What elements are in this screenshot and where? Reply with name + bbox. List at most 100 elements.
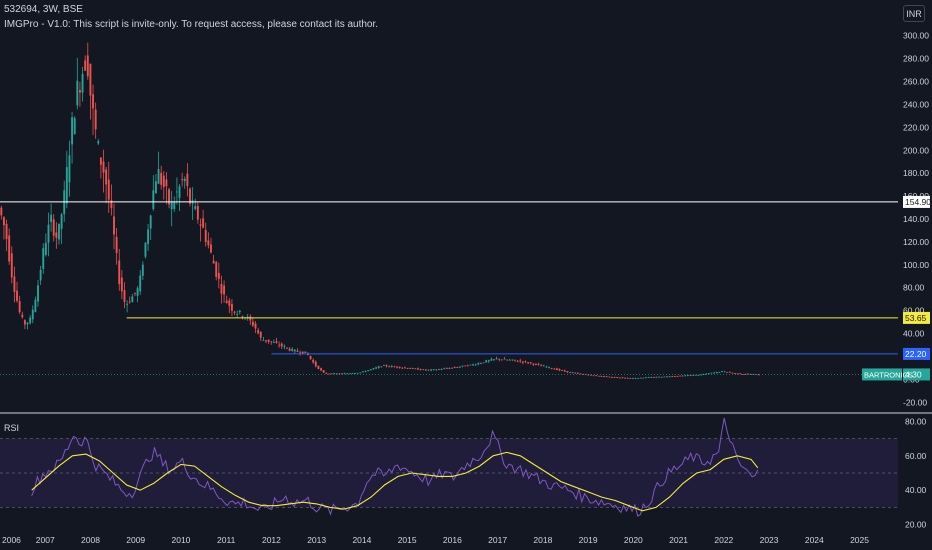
candle-body (553, 368, 556, 370)
candle-body (574, 372, 577, 374)
candle-body (5, 223, 8, 240)
candle-body (681, 375, 684, 377)
candle-body (443, 368, 446, 370)
candle-body (582, 374, 585, 375)
candle-body (493, 358, 495, 360)
candle-body (663, 376, 666, 378)
candle-body (529, 362, 532, 364)
candle-body (545, 366, 548, 368)
candle-body (47, 224, 50, 243)
candle-body (84, 60, 87, 71)
price-tick-label: 260.00 (903, 77, 929, 87)
candle-body (621, 377, 624, 379)
rsi-indicator-label[interactable]: RSI (4, 423, 20, 433)
time-tick-label: 2021 (669, 535, 688, 545)
candle-body (715, 371, 718, 373)
candle-body (351, 373, 354, 375)
candle-body (314, 361, 317, 367)
candle-body (105, 169, 108, 185)
candle-body (642, 377, 645, 379)
candle-body (194, 206, 197, 209)
indicator-notice: IMGPro - V1.0: This script is invite-onl… (4, 19, 379, 30)
candle-body (521, 361, 524, 363)
candle-body (569, 372, 571, 373)
candle-body (417, 368, 419, 370)
candle-body (671, 376, 674, 378)
candle-body (325, 372, 328, 374)
price-tick-label: 300.00 (903, 31, 929, 41)
price-horizontal-lines (0, 201, 898, 375)
candle-body (375, 367, 378, 369)
candle-body (144, 242, 147, 257)
candle-body (487, 360, 490, 362)
candle-body (739, 373, 742, 375)
candle-body (514, 359, 516, 361)
candle-body (555, 368, 558, 370)
candle-body (396, 366, 398, 368)
candle-body (76, 80, 79, 106)
candle-body (579, 373, 582, 375)
rsi-line (31, 417, 759, 517)
candle-body (272, 342, 275, 344)
rsi-band (0, 438, 898, 508)
candle-body (335, 373, 338, 375)
candle-body (427, 369, 430, 371)
candle-body (684, 375, 687, 377)
currency-button[interactable]: INR (903, 5, 925, 22)
candle-body (152, 190, 155, 210)
candle-body (537, 363, 540, 365)
line-154-90-tag (903, 195, 930, 208)
candle-body (411, 368, 414, 369)
time-tick-label: 2008 (81, 535, 100, 545)
candle-body (238, 310, 241, 313)
candle-body (228, 300, 231, 306)
candle-body (257, 330, 260, 334)
candle-body (458, 366, 461, 368)
candle-body (356, 372, 359, 374)
price-tick-label: 60.00 (903, 306, 925, 316)
time-tick-label: 2006 (2, 535, 21, 545)
candle-body (183, 178, 186, 182)
candle-body (207, 240, 210, 246)
candle-body (71, 117, 74, 145)
candle-body (236, 313, 239, 315)
candle-body (742, 374, 744, 375)
candle-body (710, 372, 713, 374)
candle-body (275, 341, 278, 343)
candle-body (700, 374, 702, 376)
candle-body (265, 340, 267, 342)
candle-body (490, 359, 493, 361)
candle-body (372, 368, 375, 370)
time-tick-label: 2025 (850, 535, 869, 545)
time-tick-label: 2010 (171, 535, 190, 545)
candle-body (120, 277, 123, 292)
candle-body (532, 363, 535, 365)
candle-body (346, 373, 349, 375)
candle-body (333, 373, 336, 375)
candle-body (694, 374, 697, 376)
time-tick-label: 2013 (307, 535, 326, 545)
candle-body (68, 155, 71, 183)
candle-body (566, 371, 569, 373)
candle-body (327, 373, 330, 375)
candle-body (136, 288, 139, 296)
candle-body (157, 168, 160, 184)
candle-body (542, 365, 545, 367)
time-tick-label: 2020 (624, 535, 643, 545)
candle-body (31, 309, 34, 320)
price-tick-label: 220.00 (903, 122, 929, 132)
candle-body (212, 260, 215, 264)
candle-body (299, 352, 302, 354)
candle-body (516, 361, 519, 363)
candle-body (89, 63, 92, 96)
candle-body (590, 374, 592, 376)
candle-body (97, 141, 100, 144)
candle-body (629, 378, 632, 379)
candle-body (511, 359, 514, 361)
candle-body (485, 360, 488, 363)
candle-body (406, 368, 409, 369)
candle-body (697, 374, 700, 376)
candle-body (479, 363, 482, 364)
candle-body (348, 373, 351, 375)
